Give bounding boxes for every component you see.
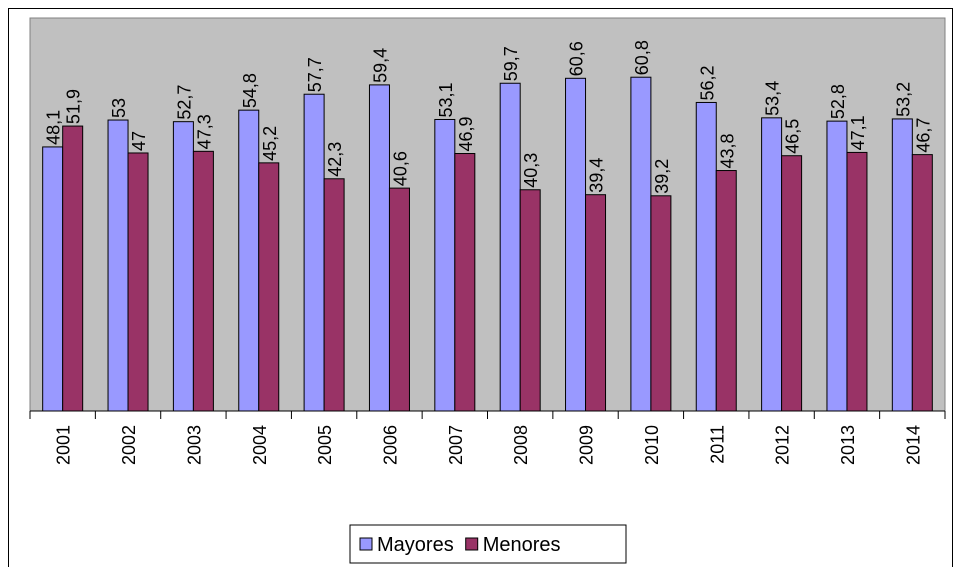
bar bbox=[454, 153, 476, 412]
x-tick-label: 2010 bbox=[642, 425, 662, 465]
data-label: 39,2 bbox=[652, 159, 672, 194]
x-tick-label: 2012 bbox=[773, 425, 793, 465]
data-label: 46,7 bbox=[913, 118, 933, 153]
legend-label: Menores bbox=[483, 534, 561, 556]
data-label: 59,7 bbox=[501, 46, 521, 81]
bar bbox=[695, 101, 717, 412]
bar bbox=[911, 154, 933, 412]
legend-box bbox=[349, 524, 627, 564]
bar bbox=[192, 150, 214, 412]
data-label: 60,6 bbox=[567, 41, 587, 76]
data-label: 53 bbox=[109, 98, 129, 118]
data-label: 52,8 bbox=[828, 84, 848, 119]
bar bbox=[388, 187, 410, 412]
bar bbox=[781, 155, 803, 412]
x-tick-label: 2013 bbox=[838, 425, 858, 465]
x-tick-label: 2008 bbox=[511, 425, 531, 465]
x-tick-label: 2001 bbox=[54, 425, 74, 465]
bar bbox=[323, 178, 345, 412]
data-label: 57,7 bbox=[305, 57, 325, 92]
bar bbox=[761, 117, 783, 412]
bar bbox=[62, 125, 84, 412]
data-label: 48,1 bbox=[44, 110, 64, 145]
data-label: 60,8 bbox=[632, 40, 652, 75]
bar bbox=[846, 151, 868, 412]
bar bbox=[585, 194, 607, 412]
legend-swatch bbox=[465, 537, 479, 551]
bar bbox=[42, 146, 64, 412]
data-label: 42,3 bbox=[325, 142, 345, 177]
bar bbox=[519, 189, 541, 412]
bar bbox=[630, 76, 652, 412]
plot-area bbox=[29, 17, 946, 412]
data-label: 47,1 bbox=[848, 115, 868, 150]
bar bbox=[826, 120, 848, 412]
bar bbox=[650, 195, 672, 412]
bar bbox=[172, 121, 194, 412]
data-label: 51,9 bbox=[64, 89, 84, 124]
x-tick-label: 2004 bbox=[250, 425, 270, 465]
x-tick-label: 2014 bbox=[903, 425, 923, 465]
data-label: 52,7 bbox=[174, 85, 194, 120]
data-label: 53,4 bbox=[763, 81, 783, 116]
legend-swatch bbox=[359, 537, 373, 551]
bar bbox=[368, 84, 390, 412]
data-label: 54,8 bbox=[240, 73, 260, 108]
x-tick-label: 2009 bbox=[577, 425, 597, 465]
data-label: 39,4 bbox=[587, 158, 607, 193]
x-tick-label: 2003 bbox=[184, 425, 204, 465]
bar bbox=[258, 162, 280, 412]
bar bbox=[303, 93, 325, 412]
legend-label: Mayores bbox=[377, 534, 454, 556]
x-tick-label: 2011 bbox=[707, 425, 727, 464]
data-label: 45,2 bbox=[260, 126, 280, 161]
x-tick-label: 2005 bbox=[315, 425, 335, 465]
x-tick-label: 2002 bbox=[119, 425, 139, 465]
x-tick-label: 2007 bbox=[446, 425, 466, 465]
bar bbox=[107, 119, 129, 412]
data-label: 43,8 bbox=[717, 133, 737, 168]
bar bbox=[565, 77, 587, 412]
data-label: 46,5 bbox=[783, 119, 803, 154]
data-label: 40,3 bbox=[521, 153, 541, 188]
x-tick-label: 2006 bbox=[380, 425, 400, 465]
bar bbox=[238, 109, 260, 412]
bar bbox=[434, 118, 456, 412]
data-label: 40,6 bbox=[390, 151, 410, 186]
bar bbox=[891, 118, 913, 412]
data-label: 53,1 bbox=[436, 82, 456, 117]
data-label: 47 bbox=[129, 131, 149, 151]
data-label: 53,2 bbox=[893, 82, 913, 117]
data-label: 47,3 bbox=[194, 114, 214, 149]
data-label: 46,9 bbox=[456, 116, 476, 151]
bar bbox=[127, 152, 149, 412]
data-label: 59,4 bbox=[370, 48, 390, 83]
data-label: 56,2 bbox=[697, 65, 717, 100]
bar bbox=[499, 82, 521, 412]
bar bbox=[715, 170, 737, 412]
